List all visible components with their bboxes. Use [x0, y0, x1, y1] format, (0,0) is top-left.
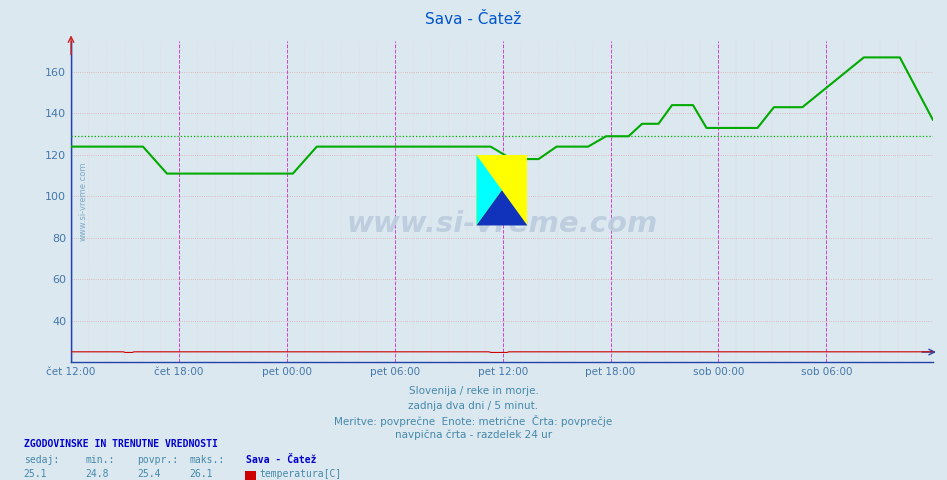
Text: Slovenija / reke in morje.: Slovenija / reke in morje.: [408, 386, 539, 396]
Polygon shape: [476, 190, 527, 226]
Text: Sava - Čatež: Sava - Čatež: [246, 455, 316, 465]
Text: povpr.:: povpr.:: [137, 455, 178, 465]
Text: maks.:: maks.:: [189, 455, 224, 465]
Text: zadnja dva dni / 5 minut.: zadnja dva dni / 5 minut.: [408, 401, 539, 411]
Text: min.:: min.:: [85, 455, 115, 465]
Text: temperatura[C]: temperatura[C]: [259, 469, 342, 479]
Text: ZGODOVINSKE IN TRENUTNE VREDNOSTI: ZGODOVINSKE IN TRENUTNE VREDNOSTI: [24, 439, 218, 449]
Polygon shape: [476, 155, 502, 226]
Text: 25.1: 25.1: [24, 469, 47, 479]
Text: Sava - Čatež: Sava - Čatež: [425, 12, 522, 27]
Text: 24.8: 24.8: [85, 469, 109, 479]
Bar: [476, 155, 527, 226]
Text: www.si-vreme.com: www.si-vreme.com: [347, 210, 657, 238]
Text: sedaj:: sedaj:: [24, 455, 59, 465]
Text: Meritve: povprečne  Enote: metrične  Črta: povprečje: Meritve: povprečne Enote: metrične Črta:…: [334, 415, 613, 427]
Text: navpična črta - razdelek 24 ur: navpična črta - razdelek 24 ur: [395, 430, 552, 440]
Text: 26.1: 26.1: [189, 469, 213, 479]
Text: 25.4: 25.4: [137, 469, 161, 479]
Text: www.si-vreme.com: www.si-vreme.com: [79, 162, 87, 241]
